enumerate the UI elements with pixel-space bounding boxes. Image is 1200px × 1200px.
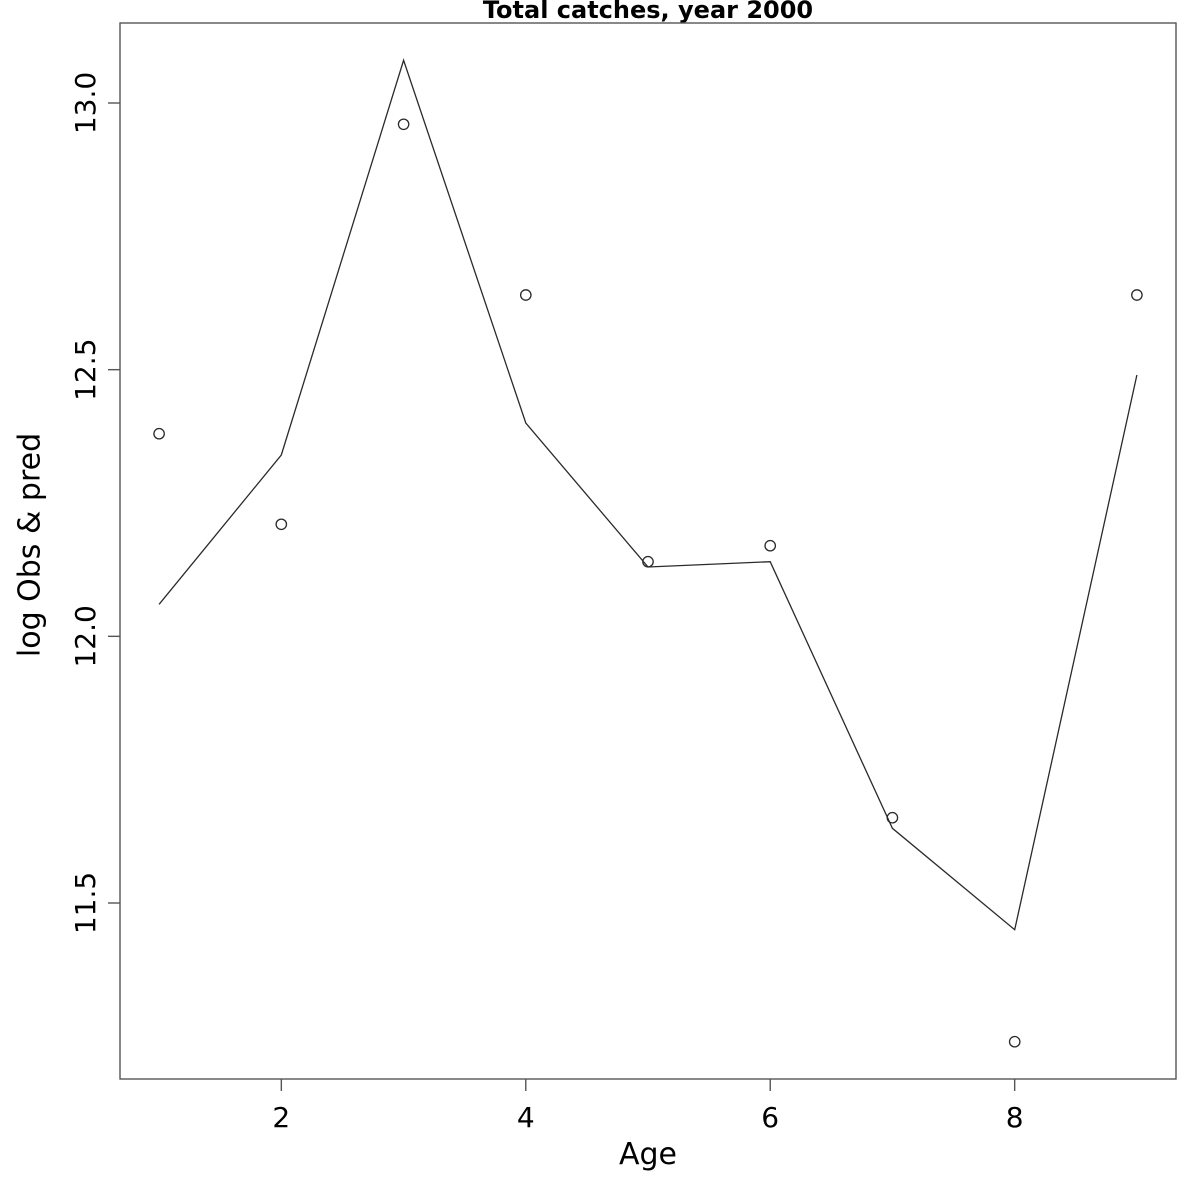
x-tick-label: 6 — [761, 1101, 779, 1134]
observed-data-point — [1131, 289, 1143, 301]
y-tick-label: 12.5 — [69, 338, 102, 400]
chart-title: Total catches, year 2000 — [482, 0, 814, 24]
plot-box — [119, 22, 1177, 1080]
observed-data-point — [642, 555, 654, 568]
observed-data-point — [275, 518, 288, 531]
x-tick-label: 8 — [1006, 1101, 1024, 1134]
x-tick-label: 4 — [517, 1101, 535, 1134]
observed-data-point — [1008, 1035, 1021, 1048]
y-tick-label: 12.0 — [69, 605, 102, 667]
x-axis-label: Age — [618, 1137, 678, 1172]
x-tick-label: 2 — [272, 1101, 290, 1134]
observed-data-point — [397, 118, 410, 131]
y-tick-label: 11.5 — [69, 872, 102, 934]
observed-data-point — [519, 289, 532, 301]
prediction-line — [158, 58, 1138, 931]
y-tick-label: 13.0 — [69, 72, 102, 134]
observed-data-point — [764, 539, 777, 552]
observed-data-point — [153, 427, 165, 440]
